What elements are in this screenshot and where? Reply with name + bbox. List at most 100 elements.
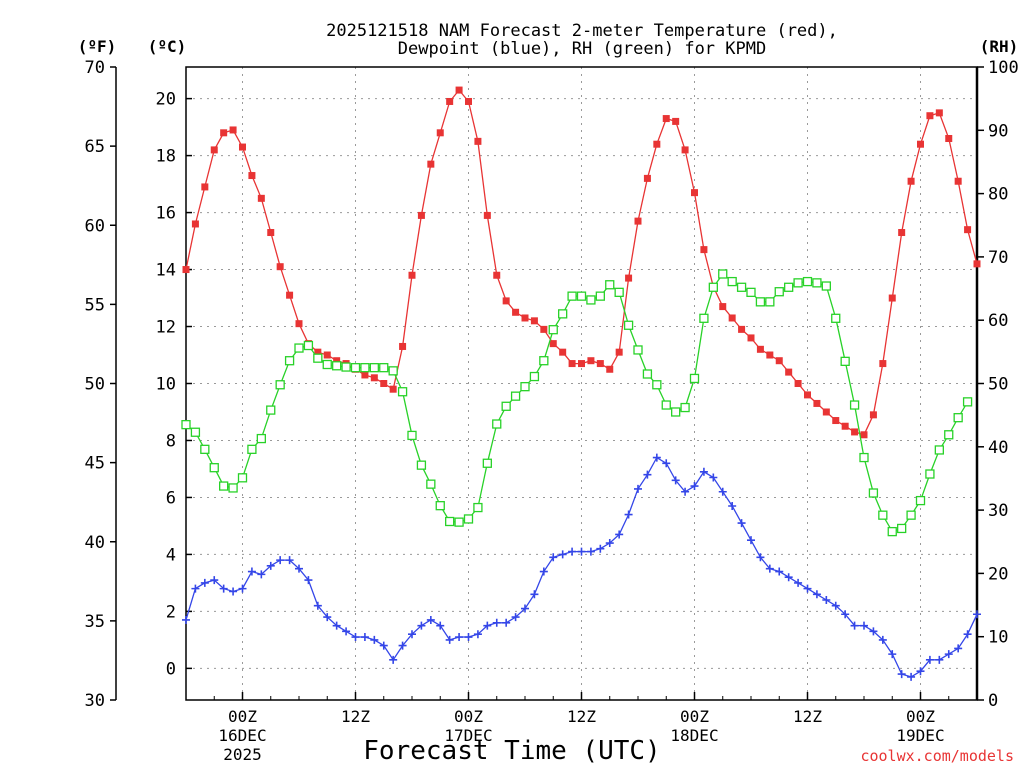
dewpoint-point xyxy=(878,635,887,644)
dewpoint-point xyxy=(549,553,558,562)
x-tick-date-label: 17DEC xyxy=(444,726,492,745)
dewpoint-point xyxy=(473,630,482,639)
rh-point xyxy=(567,291,577,301)
temperature-point xyxy=(286,291,294,299)
celsius-tick-label: 20 xyxy=(156,90,176,110)
chart-title-line1: 2025121518 NAM Forecast 2-meter Temperat… xyxy=(326,21,838,41)
rh-point xyxy=(256,433,266,444)
temperature-point xyxy=(832,417,840,425)
dewpoint-point xyxy=(935,655,944,664)
dewpoint-point xyxy=(398,641,407,650)
temperature-point xyxy=(691,189,698,197)
rh-point xyxy=(407,430,417,441)
rh-point xyxy=(897,523,907,534)
temperature-point xyxy=(474,137,482,145)
rh-point xyxy=(510,391,521,401)
dewpoint-point xyxy=(963,630,972,639)
rh-point xyxy=(463,514,474,524)
dewpoint-point xyxy=(521,604,529,613)
rh-point xyxy=(878,510,888,520)
fahrenheit-tick-label: 50 xyxy=(85,375,105,395)
rh-point xyxy=(200,444,210,454)
temperature-point xyxy=(389,385,397,393)
celsius-tick-label: 4 xyxy=(166,545,176,565)
dewpoint-point xyxy=(897,670,906,679)
rh-point xyxy=(284,356,295,366)
rh-point xyxy=(755,297,766,307)
rh-point xyxy=(529,371,540,382)
dewpoint-point xyxy=(615,530,624,539)
temperature-point xyxy=(869,411,877,419)
temperature-point xyxy=(625,274,633,282)
x-tick-label: 12Z xyxy=(341,707,370,726)
rh-point xyxy=(237,473,248,483)
rh-point xyxy=(247,444,257,454)
temperature-point xyxy=(549,340,557,348)
x-tick-label: 00Z xyxy=(228,707,257,726)
temperature-point xyxy=(643,174,651,182)
fahrenheit-tick-label: 70 xyxy=(85,58,105,78)
temperature-point xyxy=(898,229,906,237)
celsius-axis-label: (ºC) xyxy=(148,37,187,56)
dewpoint-point xyxy=(643,470,652,479)
dewpoint-point xyxy=(634,484,642,493)
dewpoint-point xyxy=(954,644,963,653)
rh-point xyxy=(209,463,219,473)
rh-point xyxy=(784,282,794,292)
dewpoint-point xyxy=(191,584,200,593)
rh-point xyxy=(633,345,643,355)
dewpoint-point xyxy=(455,633,464,642)
rh-point xyxy=(219,481,229,491)
temperature-point xyxy=(248,172,256,180)
temperature-point xyxy=(568,360,576,368)
x-tick-date-label: 16DEC xyxy=(218,726,266,745)
dewpoint-point xyxy=(822,596,831,605)
dewpoint-point xyxy=(973,610,981,619)
rh-point xyxy=(294,343,304,353)
rh-point xyxy=(228,483,238,493)
temperature-point xyxy=(851,428,859,436)
temperature-point xyxy=(257,194,265,202)
dewpoint-point xyxy=(662,459,671,468)
temperature-point xyxy=(182,266,190,274)
x-tick-label: 12Z xyxy=(793,707,822,726)
dewpoint-point xyxy=(342,627,351,636)
celsius-tick-label: 6 xyxy=(166,488,176,508)
temperature-point xyxy=(672,117,680,125)
rh-point xyxy=(774,287,784,297)
rh-point xyxy=(275,380,285,390)
temperature-point xyxy=(888,294,896,302)
dewpoint-point xyxy=(247,567,256,576)
rh-point xyxy=(416,460,427,470)
rh-tick-label: 70 xyxy=(988,248,1008,268)
rh-point xyxy=(821,281,831,291)
temperature-point xyxy=(917,140,924,148)
tick-labels: 30 35 40 45 50 55 60 65 70 0 2 4 6 8 10 12 14 16 18 20 0 10 20… xyxy=(85,58,1019,764)
temperature-point xyxy=(408,271,416,279)
temperature-point xyxy=(446,97,454,105)
temperature-point xyxy=(766,351,774,359)
temperature-point xyxy=(756,345,764,353)
rh-point xyxy=(548,325,558,335)
dewpoint-point xyxy=(436,621,445,630)
rh-point xyxy=(944,430,954,440)
rh-point xyxy=(736,282,747,292)
dewpoint-point xyxy=(210,576,219,585)
rh-point xyxy=(906,510,916,520)
dewpoint-point xyxy=(681,487,690,496)
rh-point xyxy=(699,313,709,323)
fahrenheit-tick-label: 45 xyxy=(85,454,105,474)
rh-point xyxy=(623,320,634,330)
rh-point xyxy=(934,445,944,455)
rh-tick-label: 80 xyxy=(988,185,1008,205)
temperature-point xyxy=(945,135,953,143)
dewpoint-point xyxy=(756,553,765,562)
rh-point xyxy=(812,278,822,288)
temperature-point xyxy=(653,140,661,148)
rh-point xyxy=(397,387,408,397)
temperature-point xyxy=(907,177,915,185)
dewpoint-point xyxy=(775,567,784,576)
rh-point xyxy=(558,309,568,319)
dewpoint-point xyxy=(728,501,737,510)
